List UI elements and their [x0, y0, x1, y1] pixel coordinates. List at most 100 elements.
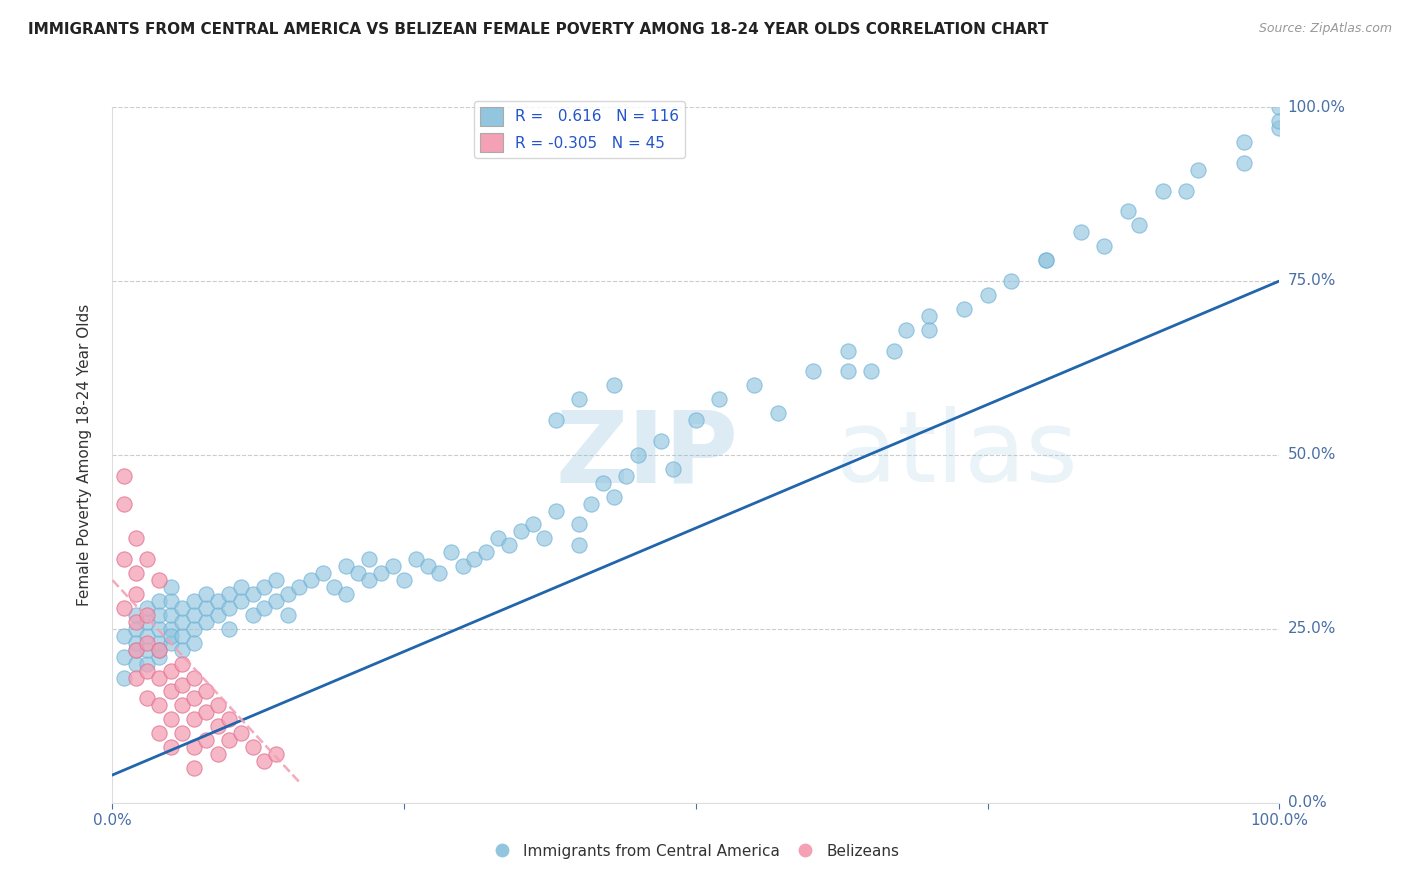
Point	[1070, 225, 1092, 239]
Point	[148, 607, 170, 622]
Point	[112, 497, 135, 511]
Point	[1000, 274, 1022, 288]
Point	[125, 657, 148, 671]
Point	[172, 629, 194, 643]
Point	[859, 364, 883, 378]
Point	[335, 587, 357, 601]
Point	[183, 636, 205, 650]
Point	[709, 392, 731, 407]
Point	[183, 594, 205, 608]
Point	[194, 601, 217, 615]
Point	[112, 671, 135, 685]
Point	[1092, 239, 1115, 253]
Point	[112, 649, 135, 664]
Point	[229, 726, 252, 740]
Point	[253, 601, 276, 615]
Point	[125, 615, 148, 629]
Point	[614, 468, 637, 483]
Point	[288, 580, 311, 594]
Point	[253, 580, 276, 594]
Point	[160, 636, 183, 650]
Point	[136, 636, 159, 650]
Point	[894, 323, 917, 337]
Point	[475, 545, 498, 559]
Point	[172, 726, 194, 740]
Point	[160, 622, 183, 636]
Point	[1187, 162, 1209, 177]
Point	[1035, 253, 1057, 268]
Point	[463, 552, 485, 566]
Point	[766, 406, 789, 420]
Point	[276, 587, 298, 601]
Text: IMMIGRANTS FROM CENTRAL AMERICA VS BELIZEAN FEMALE POVERTY AMONG 18-24 YEAR OLDS: IMMIGRANTS FROM CENTRAL AMERICA VS BELIZ…	[28, 22, 1049, 37]
Point	[1175, 184, 1198, 198]
Point	[603, 490, 626, 504]
Point	[264, 594, 287, 608]
Point	[172, 657, 194, 671]
Point	[498, 538, 520, 552]
Point	[183, 607, 205, 622]
Text: 75.0%: 75.0%	[1288, 274, 1336, 288]
Point	[172, 642, 194, 657]
Point	[160, 684, 183, 698]
Point	[1116, 204, 1139, 219]
Point	[440, 545, 463, 559]
Point	[183, 761, 205, 775]
Point	[160, 664, 183, 678]
Point	[207, 594, 229, 608]
Point	[579, 497, 602, 511]
Point	[742, 378, 765, 392]
Point	[148, 649, 170, 664]
Point	[218, 712, 240, 726]
Point	[323, 580, 346, 594]
Point	[136, 615, 159, 629]
Point	[416, 559, 439, 574]
Point	[359, 573, 381, 587]
Point	[207, 607, 229, 622]
Point	[125, 642, 148, 657]
Point	[207, 719, 229, 733]
Point	[592, 475, 614, 490]
Text: ZIP: ZIP	[555, 407, 738, 503]
Point	[1128, 219, 1150, 233]
Point	[148, 698, 170, 713]
Point	[381, 559, 404, 574]
Point	[125, 566, 148, 581]
Point	[544, 413, 567, 427]
Point	[918, 323, 941, 337]
Point	[522, 517, 544, 532]
Point	[837, 343, 859, 358]
Point	[685, 413, 707, 427]
Point	[359, 552, 381, 566]
Point	[136, 691, 159, 706]
Point	[172, 601, 194, 615]
Point	[627, 448, 650, 462]
Point	[183, 740, 205, 755]
Point	[148, 594, 170, 608]
Point	[160, 580, 183, 594]
Point	[242, 587, 264, 601]
Point	[136, 629, 159, 643]
Point	[125, 671, 148, 685]
Point	[148, 642, 170, 657]
Point	[125, 642, 148, 657]
Point	[160, 712, 183, 726]
Point	[253, 754, 276, 768]
Point	[183, 712, 205, 726]
Point	[370, 566, 392, 581]
Point	[136, 657, 159, 671]
Point	[125, 587, 148, 601]
Point	[264, 747, 287, 761]
Point	[1152, 184, 1174, 198]
Point	[229, 594, 252, 608]
Point	[405, 552, 427, 566]
Point	[194, 615, 217, 629]
Point	[661, 462, 683, 476]
Point	[136, 642, 159, 657]
Text: 100.0%: 100.0%	[1288, 100, 1346, 114]
Point	[427, 566, 450, 581]
Point	[183, 691, 205, 706]
Point	[509, 524, 531, 539]
Point	[218, 601, 240, 615]
Text: 25.0%: 25.0%	[1288, 622, 1336, 636]
